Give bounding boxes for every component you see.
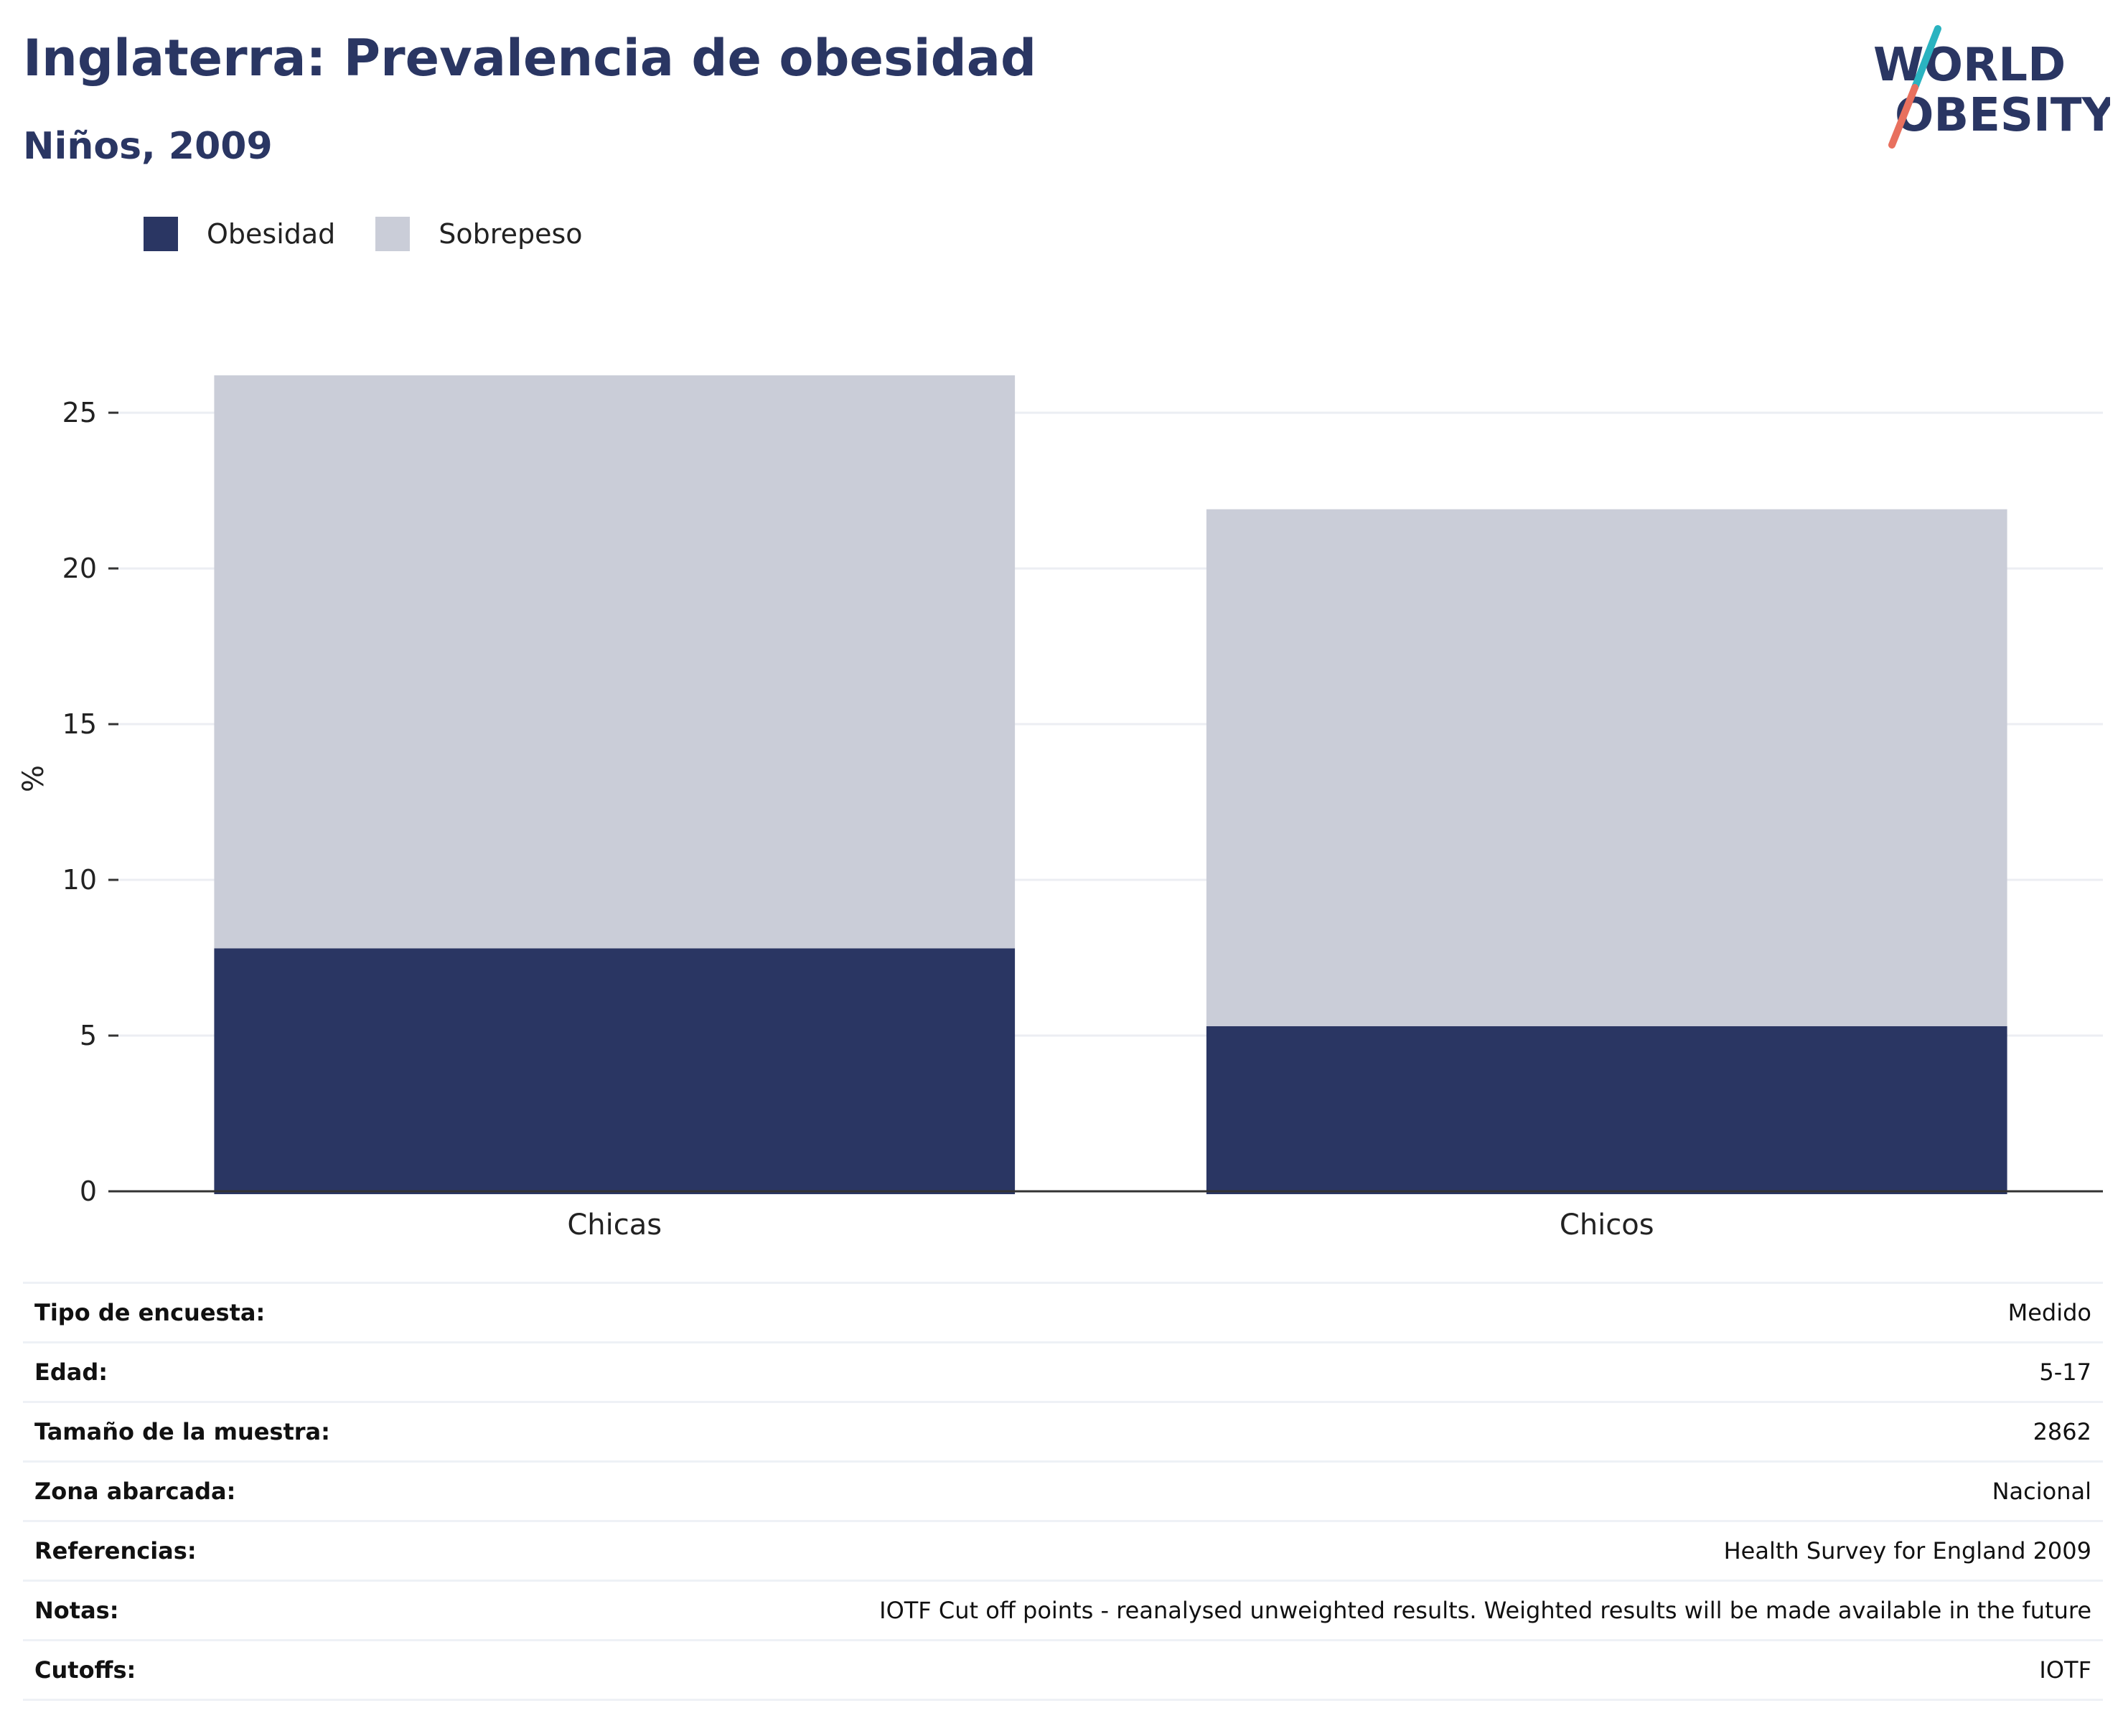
x-tick-label: Chicos	[1560, 1209, 1654, 1242]
info-label: Notas:	[23, 1580, 419, 1641]
info-value: 2862	[419, 1402, 2103, 1463]
x-tick-label: Chicas	[567, 1209, 662, 1242]
y-tick-label: 10	[62, 864, 97, 896]
y-axis-label: %	[17, 765, 50, 792]
info-label: Tipo de encuesta:	[23, 1282, 419, 1343]
y-tick-label: 20	[62, 553, 97, 584]
y-tick-label: 5	[80, 1020, 97, 1051]
info-value: Medido	[419, 1282, 2103, 1343]
info-row: Referencias: Health Survey for England 20…	[23, 1521, 2103, 1582]
info-row: Edad: 5-17	[23, 1342, 2103, 1403]
info-value: IOTF Cut off points - reanalysed unweigh…	[419, 1580, 2103, 1641]
info-label: Zona abarcada:	[23, 1461, 419, 1522]
world-obesity-logo: WORLD OBESITY	[1873, 25, 2110, 149]
legend-item-obesidad[interactable]: Obesidad	[144, 217, 335, 251]
info-value: Health Survey for England 2009	[419, 1521, 2103, 1582]
legend-item-sobrepeso[interactable]: Sobrepeso	[375, 217, 583, 251]
logo-slash-bottom	[1888, 84, 1918, 149]
survey-info-table: Tipo de encuesta: Medido Edad: 5-17 Tamaño d…	[23, 1282, 2103, 1701]
info-value: Nacional	[419, 1461, 2103, 1522]
info-row: Tipo de encuesta: Medido	[23, 1282, 2103, 1343]
info-label: Referencias:	[23, 1521, 419, 1582]
info-row: Tamaño de la muestra: 2862	[23, 1402, 2103, 1463]
info-label: Edad:	[23, 1342, 419, 1403]
legend-swatch-obesidad	[144, 217, 178, 251]
logo-text-world: WORLD	[1873, 39, 2066, 92]
legend-label-sobrepeso: Sobrepeso	[439, 218, 583, 250]
info-value: 5-17	[419, 1342, 2103, 1403]
stacked-bar-chart: 0 5 10 15 20 25% Chicas Chicos	[17, 375, 2103, 1242]
legend-label-obesidad: Obesidad	[207, 218, 336, 250]
legend-swatch-sobrepeso	[375, 217, 411, 251]
logo-text-obesity: OBESITY	[1895, 89, 2110, 142]
info-label: Tamaño de la muestra:	[23, 1402, 419, 1463]
info-value: IOTF	[419, 1640, 2103, 1701]
info-row: Notas: IOTF Cut off points - reanalysed u…	[23, 1580, 2103, 1641]
bar-sobrepeso-chicas	[214, 375, 1016, 949]
y-tick-label: 25	[62, 397, 97, 428]
info-row: Cutoffs: IOTF	[23, 1640, 2103, 1701]
info-row: Zona abarcada: Nacional	[23, 1461, 2103, 1522]
y-tick-label: 15	[62, 708, 97, 740]
chart-title: Inglaterra: Prevalencia de obesidad	[23, 29, 1037, 88]
logo-slash-top	[1911, 25, 1941, 91]
y-tick-label: 0	[80, 1176, 97, 1207]
bar-obesidad-chicas	[214, 948, 1016, 1194]
chart-legend: Obesidad Sobrepeso	[144, 212, 623, 255]
bar-obesidad-chicos	[1206, 1026, 2007, 1194]
info-label: Cutoffs:	[23, 1640, 419, 1701]
chart-subtitle: Niños, 2009	[23, 125, 273, 168]
bar-sobrepeso-chicos	[1206, 509, 2007, 1026]
